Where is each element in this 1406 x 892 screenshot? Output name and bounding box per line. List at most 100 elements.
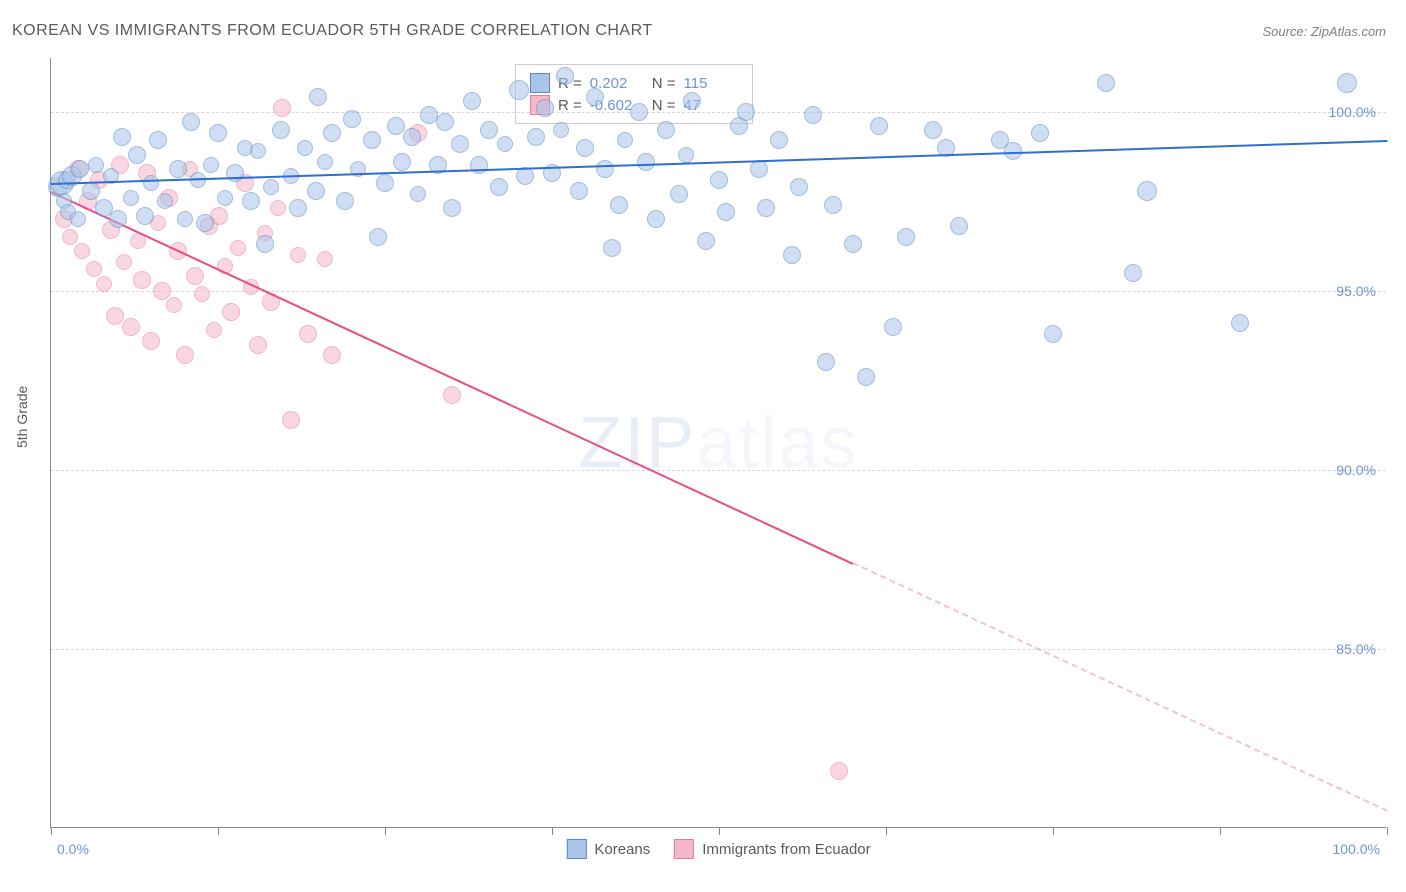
scatter-point-korean: [857, 368, 875, 386]
scatter-point-korean: [610, 196, 628, 214]
chart-container: KOREAN VS IMMIGRANTS FROM ECUADOR 5TH GR…: [0, 0, 1406, 892]
gridline: [51, 649, 1386, 650]
scatter-point-korean: [297, 140, 313, 156]
scatter-point-korean: [250, 143, 266, 159]
scatter-point-korean: [272, 121, 290, 139]
scatter-point-korean: [143, 175, 159, 191]
y-axis-title: 5th Grade: [14, 386, 30, 448]
scatter-point-korean: [657, 121, 675, 139]
scatter-point-korean: [343, 110, 361, 128]
scatter-point-korean: [363, 131, 381, 149]
scatter-point-korean: [451, 135, 469, 153]
legend-swatch-ecuador: [674, 839, 694, 859]
scatter-point-korean: [536, 99, 554, 117]
scatter-point-korean: [71, 160, 89, 178]
trend-line-ecuador: [51, 191, 853, 565]
scatter-point-ecuador: [133, 271, 151, 289]
scatter-point-korean: [576, 139, 594, 157]
x-tick: [719, 827, 720, 835]
scatter-point-korean: [317, 154, 333, 170]
scatter-point-korean: [783, 246, 801, 264]
scatter-point-korean: [1337, 73, 1357, 93]
y-tick-label: 95.0%: [1336, 283, 1376, 299]
scatter-point-korean: [678, 147, 694, 163]
legend-label-korean: Koreans: [594, 841, 650, 858]
scatter-point-korean: [683, 92, 701, 110]
plot-area: ZIPatlas R = 0.202 N = 115 R = -0.602 N …: [50, 58, 1386, 828]
x-tick: [51, 827, 52, 835]
x-tick: [1387, 827, 1388, 835]
scatter-point-korean: [697, 232, 715, 250]
scatter-point-korean: [553, 122, 569, 138]
scatter-point-korean: [647, 210, 665, 228]
scatter-point-ecuador: [142, 332, 160, 350]
watermark: ZIPatlas: [578, 402, 858, 484]
scatter-point-ecuador: [166, 297, 182, 313]
scatter-point-korean: [596, 160, 614, 178]
scatter-point-korean: [403, 128, 421, 146]
scatter-point-ecuador: [317, 251, 333, 267]
scatter-point-korean: [336, 192, 354, 210]
swatch-korean: [530, 73, 550, 93]
scatter-point-korean: [884, 318, 902, 336]
scatter-point-ecuador: [153, 282, 171, 300]
scatter-point-ecuador: [830, 762, 848, 780]
scatter-point-korean: [369, 228, 387, 246]
scatter-point-korean: [603, 239, 621, 257]
scatter-point-korean: [256, 235, 274, 253]
x-tick: [1220, 827, 1221, 835]
scatter-point-korean: [128, 146, 146, 164]
scatter-point-korean: [924, 121, 942, 139]
scatter-point-korean: [436, 113, 454, 131]
scatter-point-korean: [182, 113, 200, 131]
scatter-point-korean: [387, 117, 405, 135]
scatter-point-ecuador: [116, 254, 132, 270]
scatter-point-ecuador: [443, 386, 461, 404]
scatter-point-ecuador: [249, 336, 267, 354]
scatter-point-ecuador: [74, 243, 90, 259]
stat-n-korean: 115: [684, 75, 738, 92]
scatter-point-ecuador: [86, 261, 102, 277]
scatter-point-korean: [586, 88, 604, 106]
scatter-point-korean: [1031, 124, 1049, 142]
scatter-point-korean: [242, 192, 260, 210]
scatter-point-korean: [844, 235, 862, 253]
scatter-point-korean: [950, 217, 968, 235]
scatter-point-korean: [617, 132, 633, 148]
scatter-point-korean: [309, 88, 327, 106]
scatter-point-ecuador: [186, 267, 204, 285]
scatter-point-korean: [209, 124, 227, 142]
x-tick: [1053, 827, 1054, 835]
scatter-point-ecuador: [290, 247, 306, 263]
source-attribution: Source: ZipAtlas.com: [1262, 24, 1386, 39]
scatter-point-ecuador: [270, 200, 286, 216]
scatter-point-ecuador: [122, 318, 140, 336]
y-tick-label: 100.0%: [1329, 104, 1376, 120]
scatter-point-korean: [757, 199, 775, 217]
x-axis-min-label: 0.0%: [57, 841, 89, 857]
scatter-point-korean: [750, 160, 768, 178]
legend-swatch-korean: [566, 839, 586, 859]
scatter-point-korean: [630, 103, 648, 121]
scatter-point-korean: [570, 182, 588, 200]
scatter-point-ecuador: [62, 229, 78, 245]
legend-bottom: Koreans Immigrants from Ecuador: [566, 839, 870, 859]
x-tick: [218, 827, 219, 835]
scatter-point-korean: [307, 182, 325, 200]
x-tick: [552, 827, 553, 835]
trend-line-ecuador-dashed: [852, 562, 1387, 812]
scatter-point-korean: [393, 153, 411, 171]
gridline: [51, 112, 1386, 113]
scatter-point-korean: [490, 178, 508, 196]
scatter-point-korean: [217, 190, 233, 206]
scatter-point-korean: [556, 67, 574, 85]
scatter-point-ecuador: [230, 240, 246, 256]
scatter-point-korean: [470, 156, 488, 174]
scatter-point-korean: [509, 80, 529, 100]
stat-label-n: N =: [652, 75, 676, 92]
x-tick: [385, 827, 386, 835]
scatter-point-korean: [637, 153, 655, 171]
scatter-point-ecuador: [299, 325, 317, 343]
x-tick: [886, 827, 887, 835]
scatter-point-korean: [82, 182, 100, 200]
